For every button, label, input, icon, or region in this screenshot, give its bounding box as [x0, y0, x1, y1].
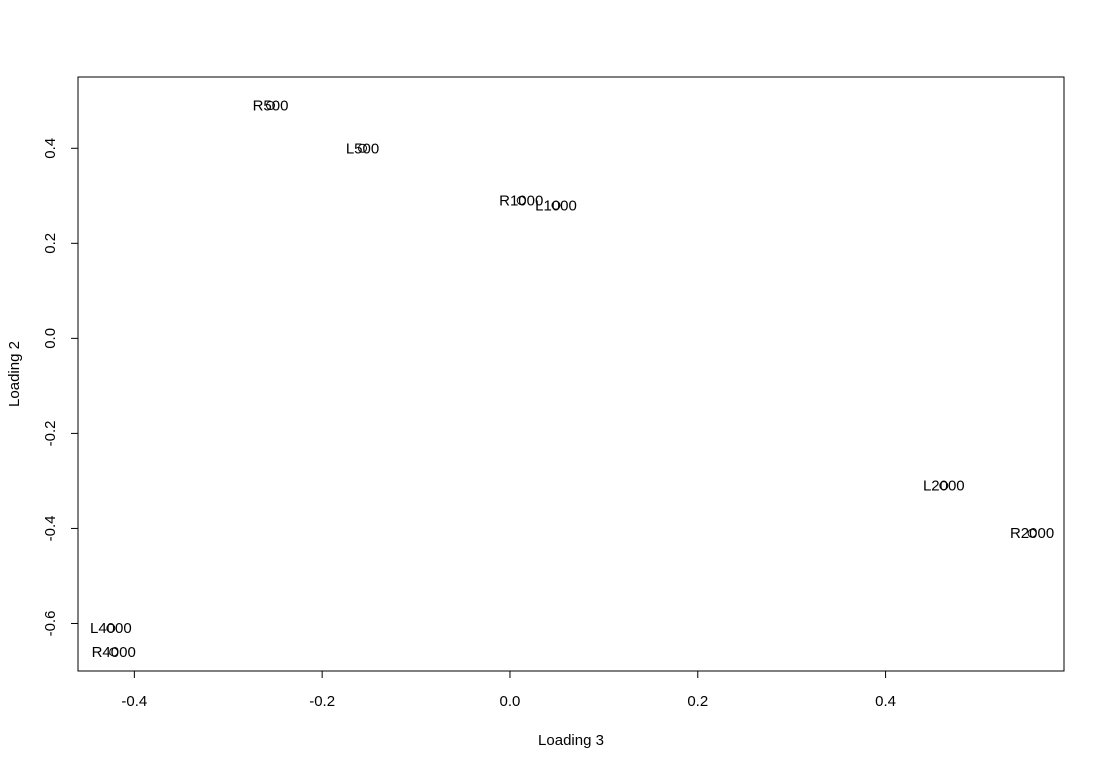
x-axis: -0.4 -0.2 0.0 0.2 0.4 [121, 670, 896, 710]
point-label: R2000 [1010, 525, 1054, 542]
point-label: R1000 [499, 193, 543, 210]
x-tick-label: 0.0 [500, 693, 521, 710]
x-tick-label: -0.4 [121, 693, 147, 710]
data-point [939, 481, 949, 491]
y-axis-title: Loading 2 [6, 341, 23, 407]
y-tick-label: -0.2 [42, 420, 59, 446]
x-axis-title: Loading 3 [538, 732, 604, 749]
point-label: R500 [253, 98, 289, 115]
data-point [516, 196, 526, 206]
point-label: L500 [346, 140, 379, 157]
point-label: R4000 [92, 644, 136, 661]
data-point [266, 101, 276, 111]
x-tick-label: 0.4 [875, 693, 896, 710]
data-point [551, 200, 561, 210]
y-tick-label: -0.6 [42, 611, 59, 637]
plot-area-frame [77, 76, 1065, 672]
point-label: L4000 [90, 620, 132, 637]
x-tick-label: -0.2 [309, 693, 335, 710]
data-point [1027, 528, 1037, 538]
y-tick-label: 0.0 [42, 328, 59, 349]
point-label: L2000 [923, 478, 965, 495]
y-tick-label: -0.4 [42, 516, 59, 542]
x-tick-label: 0.2 [687, 693, 708, 710]
y-axis: -0.6 -0.4 -0.2 0.0 0.2 0.4 [42, 138, 79, 637]
point-label: L1000 [535, 197, 577, 214]
data-point [358, 143, 368, 153]
data-point [106, 623, 116, 633]
y-tick-label: 0.4 [42, 138, 59, 159]
y-tick-label: 0.2 [42, 233, 59, 254]
data-point [109, 647, 119, 657]
